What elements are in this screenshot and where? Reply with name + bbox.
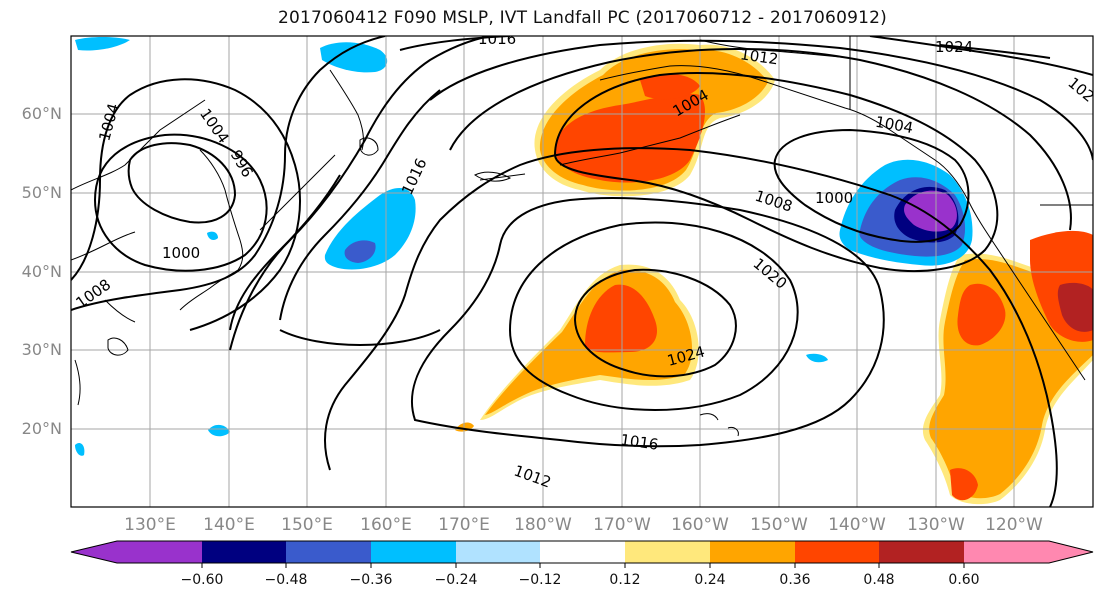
lon-label: 160°W [671,515,729,535]
lon-label: 130°E [124,515,176,535]
colorbar-tick-label: 0.48 [863,572,895,588]
lon-label: 160°E [360,515,412,535]
lon-label: 170°E [438,515,490,535]
lon-label: 180°W [514,515,572,535]
colorbar-tick-label: −0.12 [518,572,562,588]
colorbar-tick-label: 0.12 [609,572,641,588]
isobar-996 [127,142,237,224]
colorbar-tick-label: −0.60 [180,572,224,588]
lon-label: 120°W [985,515,1043,535]
mslp-isobars [71,36,1093,507]
colorbar-tick-label: −0.48 [264,572,308,588]
colorbar-extend-low [71,541,117,563]
isobar-1012 [324,147,1058,507]
map-border [70,35,1094,508]
lat-label: 60°N [21,104,62,123]
lon-label: 150°E [281,515,333,535]
lon-label: 140°W [828,515,886,535]
isobar-1000-low [773,128,970,243]
isobar-1020 [508,221,799,411]
colorbar-extend-high [1049,541,1093,563]
colorbar-tick-label: 0.24 [694,572,726,588]
contour-label: 1016 [478,30,516,48]
graticule [71,36,1093,507]
isobar-1000-west [93,133,268,272]
colorbar-tick-label: 0.60 [948,572,980,588]
contour-label: 1012 [739,45,779,68]
contour-label: 1000 [162,244,200,262]
lon-label: 140°E [203,515,255,535]
contour-label: 1024 [935,38,973,56]
lon-label: 150°W [750,515,808,535]
colorbar-tick-label: −0.36 [349,572,393,588]
lat-label: 40°N [21,262,62,281]
isobar-1008 [449,48,1072,231]
colorbar-tick-label: 0.36 [779,572,811,588]
colorbar [70,540,1094,568]
isobar-1024-high [573,268,737,378]
contour-label: 1016 [619,431,659,454]
lon-label: 170°W [593,515,651,535]
isobar-1008-west [71,36,386,311]
lat-label: 20°N [21,419,62,438]
lat-label: 50°N [21,183,62,202]
colorbar-tick-label: −0.24 [434,572,478,588]
lon-label: 130°W [907,515,965,535]
isobar-1004 [553,71,999,272]
lat-label: 30°N [21,340,62,359]
map-title: 2017060412 F090 MSLP, IVT Landfall PC (2… [278,8,887,28]
contour-label: 1000 [815,189,853,207]
isobar-1004-west [71,78,301,331]
isobar-1016 [410,197,885,448]
